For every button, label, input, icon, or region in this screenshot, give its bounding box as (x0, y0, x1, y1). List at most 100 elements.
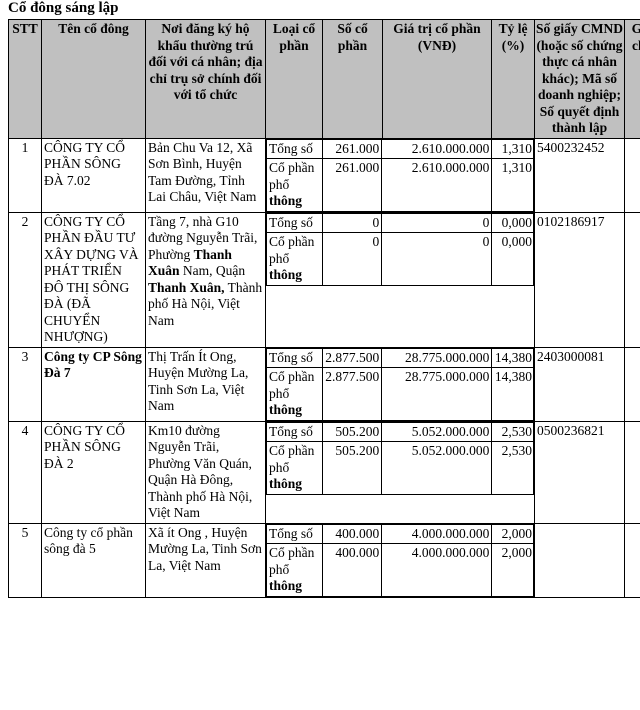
note-cell (624, 420, 640, 524)
share-value-cell: 0 (381, 213, 493, 233)
shareholder-name-cell: Công ty CP Sông Đà 7 (41, 346, 146, 422)
note-cell (624, 211, 640, 348)
share-type-row: Cổ phần phổ thông 400.000 4.000.000.000 2,0… (266, 543, 534, 596)
shareholder-name-cell: Công ty cổ phần sông đà 5 (41, 522, 146, 598)
shareholder-address-cell: Tầng 7, nhà G10 đường Nguyễn Trãi, Phườn… (145, 211, 266, 348)
share-breakdown-cell: Tổng số 0 0 0,000 Cổ phần phổ thông 0 0 0,000 (265, 211, 535, 348)
text-segment: Thành phố Hà Nội, Việt Nam (148, 279, 263, 328)
text-segment: CÔNG TY CỔ PHẦN SÔNG ĐÀ 2 (44, 422, 126, 471)
column-header-1: STT (8, 19, 42, 139)
text-segment: Km10 đường Nguyễn Trãi, Phường Văn Quán,… (148, 422, 253, 521)
table-header: STT Tên cổ đông Nơi đăng ký hộ khẩu thường… (8, 19, 640, 139)
shareholder-address-cell: Bản Chu Va 12, Xã Sơn Bình, Huyện Tam Đư… (145, 137, 266, 213)
share-type-cell: Tổng số (266, 422, 324, 442)
share-breakdown-table: Tổng số 261.000 2.610.000.000 1,310 Cổ phần … (266, 139, 534, 211)
text-segment: Tầng 7, nhà G10 đường Nguyễn Trãi, Phườn… (148, 213, 258, 262)
bold-text-segment: Thanh Xuân (148, 246, 232, 279)
shareholder-row: 4 CÔNG TY CỔ PHẦN SÔNG ĐÀ 2 Km10 đường Ngu… (8, 420, 640, 524)
column-header-6: Giá trị cổ phần (VNĐ) (382, 19, 492, 139)
share-type-cell: Tổng số (266, 139, 324, 159)
share-type-row: Tổng số 2.877.500 28.775.000.000 14,380 (266, 348, 534, 368)
share-ratio-cell: 2,000 (491, 524, 534, 544)
share-ratio-cell: 14,380 (491, 367, 534, 420)
row-number-cell: 4 (8, 420, 42, 524)
shareholder-row: 2 CÔNG TY CỔ PHẦN ĐẦU TƯ XÂY DỰNG VÀ PHÁT… (8, 211, 640, 348)
share-ratio-cell: 1,310 (491, 158, 534, 211)
share-value-cell: 28.775.000.000 (381, 348, 493, 368)
share-value-cell: 5.052.000.000 (381, 422, 493, 442)
shareholder-name-cell: CÔNG TY CỔ PHẦN ĐẦU TƯ XÂY DỰNG VÀ PHÁT … (41, 211, 146, 348)
text-segment: Bản Chu Va 12, Xã Sơn Bình, Huyện Tam Đư… (148, 139, 257, 205)
column-header-9: Ghi chú (624, 19, 640, 139)
share-breakdown-cell: Tổng số 400.000 4.000.000.000 2,000 Cổ phần … (265, 522, 535, 598)
share-breakdown-cell: Tổng số 505.200 5.052.000.000 2,530 Cổ phần … (265, 420, 535, 524)
bold-text-segment: thông (269, 193, 303, 208)
column-header-7: Tỷ lệ (%) (491, 19, 535, 139)
share-ratio-cell: 2,000 (491, 543, 534, 596)
column-header-4: Loại cổ phần (265, 19, 323, 139)
bold-text-segment: Thanh Xuân, (148, 279, 225, 295)
share-type-row: Cổ phần phổ thông 505.200 5.052.000.000 2,5… (266, 441, 534, 495)
shareholder-row: 3 Công ty CP Sông Đà 7 Thị Trấn Ít Ong, Hu… (8, 346, 640, 422)
share-count-cell: 505.200 (322, 422, 383, 442)
founding-shareholders-table: STT Tên cổ đông Nơi đăng ký hộ khẩu thường… (8, 19, 640, 598)
share-count-cell: 0 (322, 213, 383, 233)
share-count-cell: 0 (322, 232, 383, 286)
share-breakdown-table: Tổng số 505.200 5.052.000.000 2,530 Cổ phần … (266, 422, 534, 495)
share-value-cell: 4.000.000.000 (381, 524, 493, 544)
text-segment: Tổng số (269, 214, 313, 230)
share-count-cell: 2.877.500 (322, 367, 383, 420)
share-count-cell: 400.000 (322, 524, 383, 544)
share-value-cell: 2.610.000.000 (381, 139, 493, 159)
row-number-cell: 5 (8, 522, 42, 598)
text-segment: Cổ phần phổ (269, 369, 315, 401)
share-type-cell: Cổ phần phổ thông (266, 158, 324, 211)
share-breakdown-cell: Tổng số 2.877.500 28.775.000.000 14,380 Cổ p… (265, 346, 535, 422)
text-segment: Tổng số (269, 423, 313, 439)
shareholder-address-cell: Thị Trấn Ít Ong, Huyện Mường La, Tinh Sơ… (145, 346, 266, 422)
shareholder-name-cell: CÔNG TY CỔ PHẦN SÔNG ĐÀ 2 (41, 420, 146, 524)
share-breakdown-cell: Tổng số 261.000 2.610.000.000 1,310 Cổ phần … (265, 137, 535, 213)
id-number-cell (534, 522, 625, 598)
text-segment: Cổ phần phổ (269, 443, 315, 475)
text-segment: Nam, Quận (179, 263, 246, 278)
row-number-cell: 3 (8, 346, 42, 422)
note-cell (624, 346, 640, 422)
text-segment: Công ty cổ phần sông đà 5 (44, 524, 133, 557)
shareholder-address-cell: Xã ít Ong , Huyện Mường La, Tinh Sơn La,… (145, 522, 266, 598)
share-type-row: Cổ phần phổ thông 0 0 0,000 (266, 232, 534, 286)
note-cell (624, 522, 640, 598)
bold-text-segment: thông (269, 578, 303, 593)
share-type-cell: Cổ phần phổ thông (266, 232, 324, 286)
share-count-cell: 400.000 (322, 543, 383, 596)
share-type-row: Tổng số 505.200 5.052.000.000 2,530 (266, 422, 534, 442)
shareholder-name-cell: CÔNG TY CỔ PHẦN SÔNG ĐÀ 7.02 (41, 137, 146, 213)
text-segment: Xã ít Ong , Huyện Mường La, Tinh Sơn La,… (148, 524, 262, 573)
shareholder-row: 1 CÔNG TY CỔ PHẦN SÔNG ĐÀ 7.02 Bản Chu Va … (8, 137, 640, 213)
share-value-cell: 2.610.000.000 (381, 158, 493, 211)
text-segment: Thị Trấn Ít Ong, Huyện Mường La, Tinh Sơ… (148, 348, 249, 414)
share-value-cell: 5.052.000.000 (381, 441, 493, 495)
shareholder-row: 5 Công ty cổ phần sông đà 5 Xã ít Ong , Hu… (8, 522, 640, 598)
row-number-cell: 1 (8, 137, 42, 213)
share-type-cell: Tổng số (266, 348, 324, 368)
share-count-cell: 261.000 (322, 158, 383, 211)
bold-text-segment: thông (269, 267, 303, 282)
id-number-cell: 0102186917 (534, 211, 625, 348)
text-segment: Tổng số (269, 349, 313, 365)
share-type-row: Cổ phần phổ thông 2.877.500 28.775.000.000… (266, 367, 534, 420)
page-title: Cổ đông sáng lập (8, 0, 119, 16)
row-number-cell: 2 (8, 211, 42, 348)
share-type-cell: Tổng số (266, 524, 324, 544)
bold-text-segment: thông (269, 476, 303, 491)
share-type-cell: Cổ phần phổ thông (266, 543, 324, 596)
share-value-cell: 28.775.000.000 (381, 367, 493, 420)
text-segment: CÔNG TY CỔ PHẦN ĐẦU TƯ XÂY DỰNG VÀ PHÁT … (44, 213, 139, 345)
share-value-cell: 0 (381, 232, 493, 286)
text-segment: Cổ phần phổ (269, 234, 315, 266)
document-page: Cổ đông sáng lập STT Tên cổ đông Nơi đăng … (8, 0, 640, 598)
share-type-row: Tổng số 0 0 0,000 (266, 213, 534, 233)
shareholder-address-cell: Km10 đường Nguyễn Trãi, Phường Văn Quán,… (145, 420, 266, 524)
table-header-row: STT Tên cổ đông Nơi đăng ký hộ khẩu thường… (8, 19, 640, 139)
text-segment: Cổ phần phổ (269, 160, 315, 192)
